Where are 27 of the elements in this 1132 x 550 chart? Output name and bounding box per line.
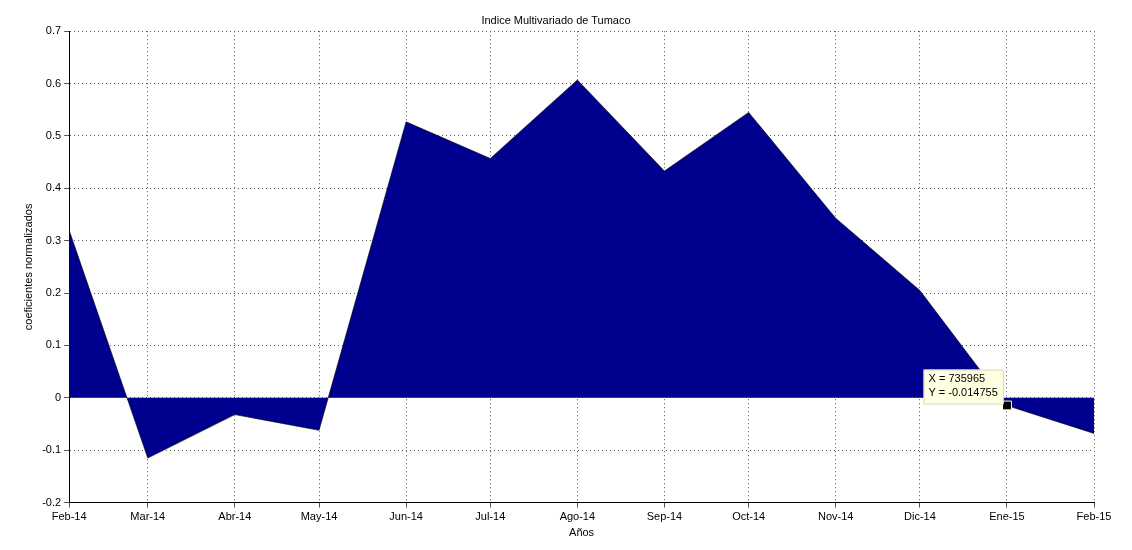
- y-tick-label: 0.2: [45, 286, 62, 299]
- y-tick-label: -0.1: [42, 443, 62, 456]
- y-tick-label: 0.3: [45, 233, 62, 246]
- x-tick-label: May-14: [300, 510, 338, 523]
- x-axis-title: Años: [569, 526, 595, 539]
- x-tick-label: Feb-14: [51, 510, 87, 523]
- y-tick-label: 0.1: [45, 338, 62, 351]
- y-tick-label: 0: [55, 390, 62, 403]
- y-axis-title: coeficientes normalizados: [21, 203, 34, 331]
- x-tick-label: Jul-14: [475, 510, 506, 523]
- x-tick-label: Nov-14: [817, 510, 854, 523]
- y-tick-label: 0.6: [45, 76, 62, 89]
- y-tick-label: 0.4: [45, 181, 62, 194]
- y-tick-label: 0.7: [45, 24, 62, 37]
- x-tick-label: Ene-15: [989, 510, 1025, 523]
- y-tick-label: -0.2: [42, 495, 62, 508]
- x-tick-label: Ago-14: [559, 510, 596, 523]
- y-tick-label: 0.5: [45, 128, 62, 141]
- x-tick-label: Sep-14: [646, 510, 683, 523]
- x-tick-label: Oct-14: [732, 510, 766, 523]
- x-tick-label: Abr-14: [218, 510, 252, 523]
- chart-title: Indice Multivariado de Tumaco: [481, 13, 631, 26]
- annotation: X = 735965 Y = -0.014755: [928, 372, 998, 399]
- x-tick-label: Feb-15: [1076, 510, 1112, 523]
- x-tick-label: Jun-14: [389, 510, 423, 523]
- x-tick-label: Dic-14: [904, 510, 936, 523]
- x-tick-label: Mar-14: [130, 510, 166, 523]
